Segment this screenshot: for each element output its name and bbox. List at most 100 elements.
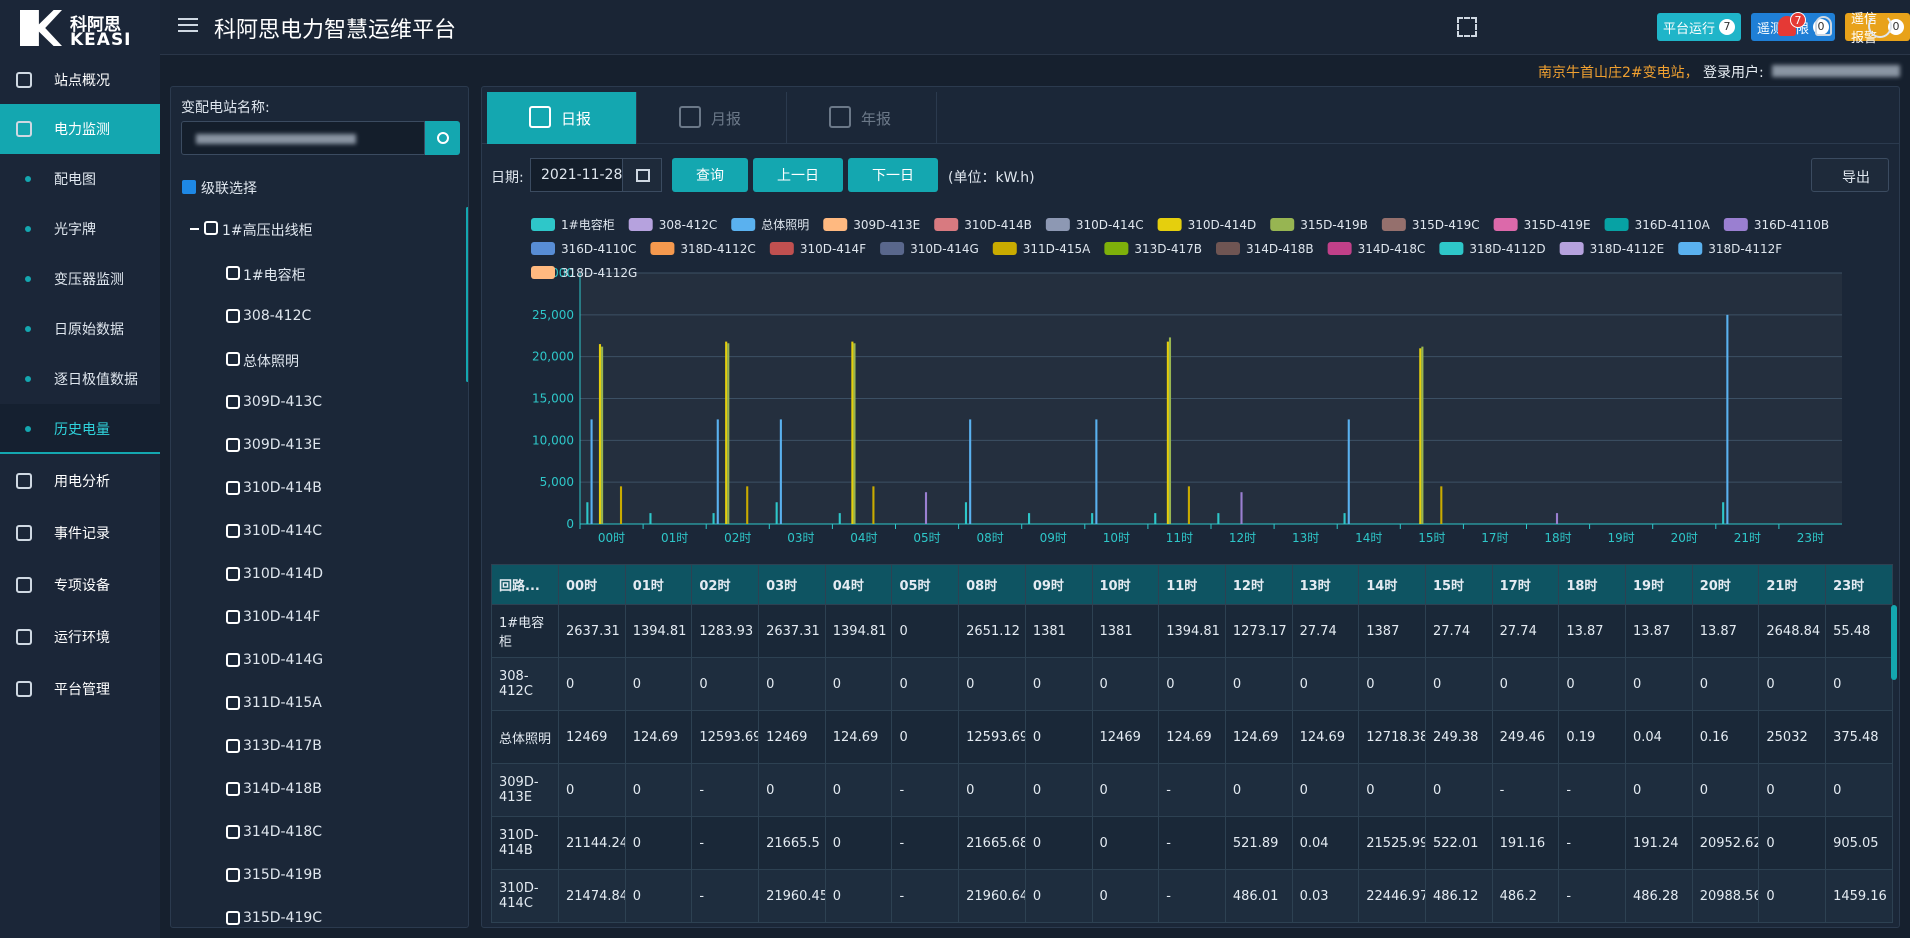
bar <box>598 344 602 524</box>
tree-node[interactable]: 310D-414C <box>243 523 323 539</box>
legend-item[interactable]: 1#电容柜 <box>531 217 615 232</box>
legend-item[interactable]: 314D-418B <box>1216 242 1314 256</box>
data-cell: - <box>1158 763 1226 817</box>
menu-toggle[interactable] <box>178 18 198 20</box>
tree-node[interactable]: 总体照明 <box>243 354 299 370</box>
legend-item[interactable]: 310D-414B <box>934 218 1032 232</box>
legend-item[interactable]: 310D-414C <box>1045 218 1144 232</box>
legend-item[interactable]: 310D-414D <box>1157 218 1257 232</box>
menu-item[interactable]: 电力监测 <box>54 122 110 139</box>
data-cell: 0 <box>1758 816 1827 870</box>
legend-item[interactable]: 318D-4112E <box>1559 242 1665 256</box>
legend-item[interactable]: 311D-415A <box>992 242 1091 256</box>
menu-item[interactable]: 专项设备 <box>54 577 110 594</box>
report-tab[interactable]: 年报 <box>787 92 937 144</box>
data-cell: - <box>1558 763 1626 817</box>
bar <box>1347 419 1350 524</box>
legend-item[interactable]: 309D-413E <box>823 218 920 232</box>
menu-item[interactable]: 事件记录 <box>54 526 110 543</box>
notify-icon[interactable] <box>1815 16 1832 36</box>
legend-item[interactable]: 315D-419E <box>1493 218 1591 232</box>
export-button[interactable]: 导出 <box>1811 158 1889 192</box>
report-tab[interactable]: 日报 <box>487 92 637 144</box>
tree-node[interactable]: 313D-417B <box>243 738 322 754</box>
tree-node[interactable]: 308-412C <box>243 308 312 324</box>
y-tick-label: 15,000 <box>532 392 574 406</box>
calendar-button[interactable] <box>622 158 662 192</box>
report-tab[interactable]: 月报 <box>637 92 787 144</box>
data-cell: 21144.24 <box>558 816 626 870</box>
legend-item[interactable]: 315D-419B <box>1270 218 1368 232</box>
legend-swatch <box>1327 242 1352 255</box>
submenu-item[interactable]: 日原始数据 <box>54 321 124 338</box>
legend-item[interactable]: 315D-419C <box>1381 218 1480 232</box>
legend-item[interactable]: 318D-4112D <box>1439 242 1546 256</box>
data-cell: 0 <box>1691 763 1760 817</box>
legend-swatch <box>1045 218 1070 231</box>
submenu-dot <box>25 325 31 332</box>
legend-item[interactable]: 316D-4110A <box>1604 218 1711 232</box>
menu-icon <box>16 72 32 89</box>
tree-node[interactable]: 1#电容柜 <box>243 268 306 284</box>
legend-item[interactable]: 318D-4112G <box>531 266 637 280</box>
power-icon[interactable] <box>1868 14 1892 38</box>
tree-root[interactable]: 1#高压出线柜 <box>222 223 313 239</box>
search-button[interactable] <box>425 121 460 155</box>
tree-node[interactable]: 311D-415A <box>243 695 322 711</box>
legend-item[interactable]: 308-412C <box>628 218 718 232</box>
legend-swatch <box>628 218 653 231</box>
legend-item[interactable]: 310D-414G <box>880 242 979 256</box>
status-badge[interactable]: 平台运行 7 <box>1657 13 1742 41</box>
header-cell: 04时 <box>824 564 893 605</box>
data-cell: - <box>1158 869 1226 923</box>
legend-item[interactable]: 310D-414F <box>769 242 866 256</box>
tree-node[interactable]: 315D-419C <box>243 910 323 926</box>
tree-scrollbar <box>466 207 468 382</box>
bar <box>775 502 778 524</box>
legend-item[interactable]: 314D-418C <box>1327 242 1426 256</box>
legend-item[interactable]: 313D-417B <box>1104 242 1202 256</box>
x-tick-label: 15时 <box>1418 531 1445 545</box>
tree-node[interactable]: 314D-418B <box>243 781 322 797</box>
submenu-item[interactable]: 配电图 <box>54 172 96 189</box>
legend-item[interactable]: 总体照明 <box>731 218 809 232</box>
submenu-item[interactable]: 光字牌 <box>54 221 96 238</box>
legend-item[interactable]: 318D-4112F <box>1678 242 1782 256</box>
chart: 05,00010,00015,00020,00025,00030,00000时0… <box>531 217 1842 545</box>
query-button[interactable]: 查询 <box>672 158 748 192</box>
legend-item[interactable]: 318D-4112C <box>650 242 756 256</box>
tab-icon <box>679 106 701 128</box>
legend-item[interactable]: 316D-4110B <box>1723 218 1829 232</box>
tree-node[interactable]: 314D-418C <box>243 824 323 840</box>
submenu-item[interactable]: 历史电量 <box>54 421 110 438</box>
prev-day-button[interactable]: 上一日 <box>753 158 843 192</box>
menu-item[interactable]: 用电分析 <box>54 474 110 491</box>
tree-node[interactable]: 309D-413E <box>243 437 322 453</box>
tree-node[interactable]: 310D-414F <box>243 609 321 625</box>
data-cell: 12469 <box>758 710 826 764</box>
fullscreen-icon[interactable] <box>1457 17 1477 37</box>
menu-item[interactable]: 平台管理 <box>54 682 110 699</box>
submenu-item[interactable]: 变压器监测 <box>54 271 124 288</box>
tree-node[interactable]: 310D-414B <box>243 480 322 496</box>
menu-item[interactable]: 运行环境 <box>54 630 110 646</box>
station-input[interactable] <box>181 121 425 155</box>
data-cell: 0 <box>958 763 1026 817</box>
tree-node[interactable]: 315D-419B <box>243 867 322 883</box>
submenu-item[interactable]: 逐日极值数据 <box>54 371 138 388</box>
tree-node[interactable]: 310D-414D <box>243 566 324 582</box>
legend-item[interactable]: 316D-4110C <box>531 242 636 256</box>
data-cell: 2651.12 <box>958 604 1026 658</box>
legend-swatch <box>1104 242 1129 255</box>
legend-swatch <box>1493 218 1518 231</box>
data-cell: 308-412C <box>491 657 559 711</box>
tree-collapse[interactable] <box>190 228 199 230</box>
next-day-button[interactable]: 下一日 <box>848 158 938 192</box>
legend-label: 318D-4112E <box>1590 242 1665 256</box>
cascade-checkbox[interactable] <box>182 180 196 194</box>
menu-item[interactable]: 站点概况 <box>54 73 110 90</box>
tree-node[interactable]: 309D-413C <box>243 394 323 410</box>
data-cell: 1387 <box>1358 604 1426 658</box>
x-tick-label: 08时 <box>977 531 1004 545</box>
tree-node[interactable]: 310D-414G <box>243 652 324 668</box>
